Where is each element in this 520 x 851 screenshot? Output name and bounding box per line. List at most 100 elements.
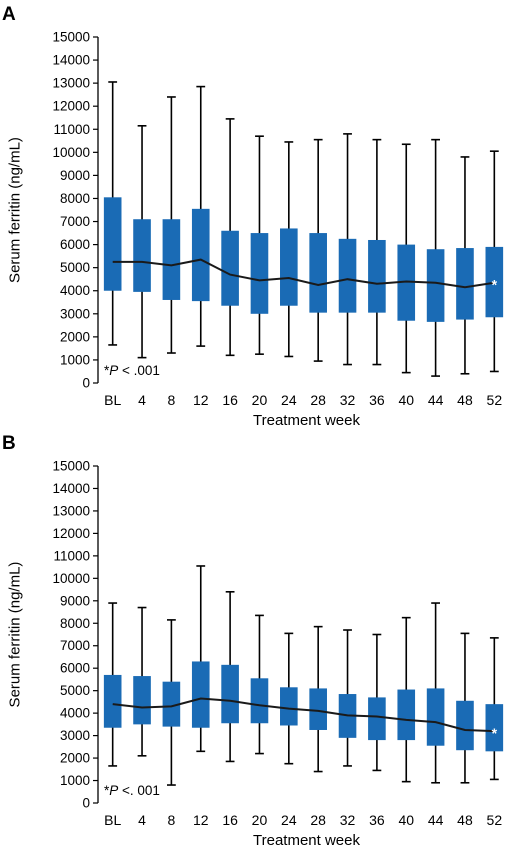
y-tick-label: 9000 <box>60 168 90 183</box>
y-tick-label: 1000 <box>60 773 90 788</box>
y-tick-label: 9000 <box>60 593 90 608</box>
x-tick-label: 12 <box>193 392 209 408</box>
box <box>280 687 298 726</box>
y-tick-label: 0 <box>82 796 90 811</box>
box <box>397 244 416 321</box>
box <box>133 676 151 725</box>
x-tick-label: 12 <box>193 812 209 828</box>
y-tick-label: 2000 <box>60 751 90 766</box>
y-tick-label: 5000 <box>60 683 90 698</box>
box <box>191 208 210 302</box>
y-tick-label: 7000 <box>60 638 90 653</box>
y-tick-label: 12000 <box>52 526 90 541</box>
y-tick-label: 12000 <box>52 99 90 114</box>
median-line <box>112 258 495 289</box>
box <box>221 230 239 306</box>
box <box>397 689 416 741</box>
y-tick-label: 2000 <box>60 329 90 344</box>
x-tick-label: 24 <box>281 812 297 828</box>
box <box>191 661 210 728</box>
box <box>485 704 504 752</box>
box <box>426 688 445 746</box>
panel-a: A 0 1000 2000 3000 4000 5000 6000 7000 8000 9000 10… <box>2 4 504 429</box>
x-tick-label: 16 <box>222 812 238 828</box>
box <box>280 228 298 306</box>
x-tick-label: 4 <box>138 812 146 828</box>
box <box>309 233 327 313</box>
x-tick-label: BL <box>104 392 121 408</box>
x-tick-label: 28 <box>310 392 326 408</box>
x-tick-label: 16 <box>222 392 238 408</box>
y-tick-label: 15000 <box>52 459 90 474</box>
y-tick-label: 6000 <box>60 661 90 676</box>
box <box>250 678 269 724</box>
x-tick-label: 44 <box>428 392 444 408</box>
x-tick-label: 8 <box>167 812 175 828</box>
y-tick-label: 8000 <box>60 191 90 206</box>
x-tick-label: 4 <box>138 392 146 408</box>
y-tick-label: 3000 <box>60 728 90 743</box>
box <box>338 238 357 313</box>
box <box>368 697 386 741</box>
y-axis-title: Serum ferritin (ng/mL) <box>6 137 23 283</box>
box <box>456 248 474 320</box>
annotation-prefix: * <box>104 363 110 378</box>
annotation-rest: <. 001 <box>118 783 160 798</box>
box <box>485 246 504 318</box>
y-tick-label: 11000 <box>53 122 90 137</box>
y-tick-label: 5000 <box>60 260 90 275</box>
y-axis-title: Serum ferritin (ng/mL) <box>6 562 23 708</box>
panel-label: B <box>2 433 16 454</box>
y-tick-label: 6000 <box>60 237 90 252</box>
x-tick-label: 20 <box>252 392 268 408</box>
x-tick-label: 36 <box>369 392 385 408</box>
x-axis-title: Treatment week <box>253 832 360 849</box>
box <box>309 688 327 730</box>
box <box>103 197 122 291</box>
panel-label: A <box>2 4 16 25</box>
x-tick-label: 32 <box>340 812 356 828</box>
annotation-italic: P <box>109 363 118 378</box>
annotation-rest: < .001 <box>118 363 160 378</box>
y-tick-label: 8000 <box>60 616 90 631</box>
box <box>133 219 151 292</box>
median-line <box>112 697 495 733</box>
x-tick-label: 48 <box>457 392 473 408</box>
p-value-annotation: *P < .001 <box>104 363 160 378</box>
x-tick-label: 48 <box>457 812 473 828</box>
x-axis-title: Treatment week <box>253 412 360 429</box>
x-tick-label: 24 <box>281 392 297 408</box>
y-tick-label: 7000 <box>60 214 90 229</box>
y-tick-label: 13000 <box>52 76 90 91</box>
y-tick-label: 15000 <box>52 30 90 45</box>
annotation-italic: P <box>109 783 118 798</box>
y-tick-label: 11000 <box>53 548 90 563</box>
x-tick-label: 40 <box>398 392 414 408</box>
box <box>456 700 474 751</box>
x-tick-label: 20 <box>252 812 268 828</box>
y-tick-label: 0 <box>82 376 90 391</box>
box <box>368 239 386 313</box>
box <box>162 681 181 727</box>
x-tick-label: 28 <box>310 812 326 828</box>
significance-marker: * <box>492 725 498 741</box>
significance-marker: * <box>492 277 498 293</box>
y-tick-label: 1000 <box>60 352 90 367</box>
box <box>221 664 239 724</box>
x-tick-label: 40 <box>398 812 414 828</box>
y-tick-label: 4000 <box>60 706 90 721</box>
y-tick-label: 14000 <box>52 53 90 68</box>
box <box>426 249 445 322</box>
x-tick-label: 36 <box>369 812 385 828</box>
y-tick-label: 10000 <box>52 571 90 586</box>
box <box>250 233 269 314</box>
x-tick-label: 52 <box>487 392 503 408</box>
y-tick-label: 3000 <box>60 306 90 321</box>
panel-b: B 0 1000 2000 3000 4000 5000 6000 7000 8000 9000 10… <box>2 433 504 849</box>
x-tick-label: 44 <box>428 812 444 828</box>
annotation-prefix: * <box>104 783 110 798</box>
box <box>103 674 122 728</box>
p-value-annotation: *P <. 001 <box>104 783 160 798</box>
x-tick-label: BL <box>104 812 121 828</box>
